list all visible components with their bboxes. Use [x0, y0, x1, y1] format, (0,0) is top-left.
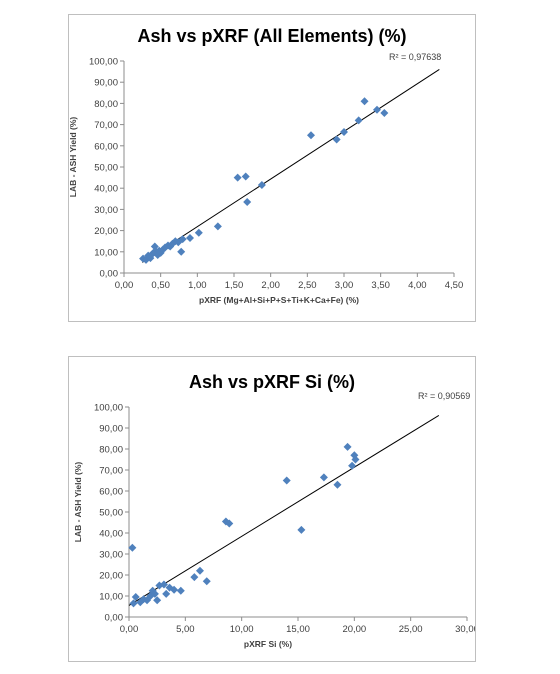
x-axis-label: pXRF Si (%): [244, 639, 292, 649]
data-point: [146, 592, 155, 600]
data-point: [360, 97, 369, 106]
data-point: [202, 577, 211, 586]
y-tick-label: 80,00: [94, 99, 118, 110]
data-point: [177, 247, 186, 256]
data-point: [186, 234, 194, 243]
y-tick-label: 40,00: [99, 529, 123, 540]
y-tick-label: 100,00: [89, 57, 118, 68]
data-point: [343, 442, 352, 451]
x-tick-label: 4,50: [445, 280, 464, 291]
data-point: [354, 116, 363, 125]
x-tick-label: 2,50: [298, 280, 317, 291]
r-squared-label: R² = 0,90569: [418, 391, 470, 401]
trendline: [142, 69, 440, 263]
x-tick-label: 3,00: [335, 280, 354, 291]
y-tick-label: 100,00: [94, 403, 123, 414]
x-tick-label: 10,00: [230, 624, 254, 635]
data-point: [348, 461, 357, 470]
data-point: [221, 517, 230, 526]
trendline: [128, 414, 440, 606]
data-point: [319, 473, 328, 482]
y-axis-label: LAB - ASH Yield (%): [69, 117, 78, 198]
data-point: [380, 108, 389, 117]
x-tick-label: 0,00: [120, 624, 139, 635]
x-tick-label: 1,50: [225, 280, 244, 291]
data-point: [213, 222, 222, 231]
x-tick-label: 3,50: [371, 280, 390, 291]
x-tick-label: 4,00: [408, 280, 427, 291]
data-point: [195, 566, 204, 575]
data-point: [194, 228, 203, 237]
y-tick-label: 40,00: [94, 184, 118, 195]
y-tick-label: 20,00: [94, 226, 118, 237]
data-point: [159, 580, 168, 589]
data-point: [241, 172, 250, 181]
y-tick-label: 0,00: [100, 269, 119, 280]
y-tick-label: 60,00: [99, 487, 123, 498]
chart-panel-all-elements: Ash vs pXRF (All Elements) (%) 0,00 10,00 2…: [68, 14, 476, 322]
y-tick-label: 0,00: [105, 613, 124, 624]
data-point: [233, 173, 242, 182]
data-point: [225, 519, 234, 528]
y-tick-label: 50,00: [94, 163, 118, 174]
chart-title: Ash vs pXRF (All Elements) (%): [137, 26, 406, 46]
data-point: [136, 598, 145, 607]
chart-panel-si: Ash vs pXRF Si (%) 0,00 10,00 20,00 30,00 40,…: [68, 356, 476, 662]
data-point: [351, 455, 360, 464]
x-tick-label: 25,00: [399, 624, 423, 635]
x-tick-label: 0,50: [151, 280, 170, 291]
data-point: [340, 128, 348, 137]
data-point: [307, 131, 315, 140]
x-tick-label: 30,00: [455, 624, 475, 635]
data-point: [373, 105, 381, 114]
y-tick-label: 20,00: [99, 571, 123, 582]
y-tick-label: 90,00: [99, 424, 123, 435]
y-tick-label: 80,00: [99, 445, 123, 456]
data-point: [128, 543, 137, 552]
data-point: [170, 585, 179, 594]
data-point: [257, 181, 266, 190]
x-tick-label: 15,00: [286, 624, 310, 635]
y-tick-label: 70,00: [99, 466, 123, 477]
y-tick-label: 10,00: [99, 592, 123, 603]
data-point: [139, 595, 148, 604]
y-tick-label: 90,00: [94, 78, 118, 89]
chart-title: Ash vs pXRF Si (%): [189, 372, 355, 392]
x-tick-label: 20,00: [342, 624, 366, 635]
y-tick-label: 30,00: [94, 205, 118, 216]
data-point: [333, 480, 342, 489]
data-point: [332, 135, 341, 144]
data-point: [243, 197, 252, 206]
x-tick-label: 2,00: [261, 280, 280, 291]
y-tick-label: 60,00: [94, 141, 118, 152]
x-tick-label: 5,00: [176, 624, 195, 635]
data-point: [176, 586, 185, 595]
data-point: [297, 525, 306, 534]
y-axis-label: LAB - ASH Yield (%): [73, 462, 83, 543]
x-tick-label: 1,00: [188, 280, 207, 291]
y-tick-label: 70,00: [94, 120, 118, 131]
scatter-chart-si: Ash vs pXRF Si (%) 0,00 10,00 20,00 30,00 40,…: [73, 372, 475, 649]
x-axis-label: pXRF (Mg+Al+Si+P+S+Ti+K+Ca+Fe) (%): [199, 295, 359, 305]
scatter-chart-all-elements: Ash vs pXRF (All Elements) (%) 0,00 10,00 2…: [69, 26, 464, 305]
data-point: [129, 599, 138, 608]
y-tick-label: 10,00: [94, 247, 118, 258]
data-point: [162, 589, 171, 598]
data-point: [131, 593, 140, 602]
data-point: [153, 250, 162, 259]
x-tick-label: 0,00: [115, 280, 134, 291]
r-squared-label: R² = 0,97638: [389, 52, 441, 62]
data-point: [282, 476, 291, 485]
data-point: [190, 573, 199, 582]
y-tick-label: 50,00: [99, 508, 123, 519]
data-point: [153, 596, 162, 605]
data-point: [178, 235, 187, 244]
data-point: [150, 589, 159, 598]
y-tick-label: 30,00: [99, 550, 123, 561]
